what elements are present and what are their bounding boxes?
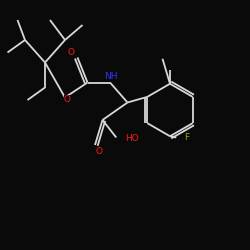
Text: HO: HO — [125, 134, 139, 143]
Text: F: F — [184, 133, 189, 142]
Text: O: O — [64, 96, 71, 104]
Text: NH: NH — [104, 72, 118, 81]
Text: O: O — [95, 147, 102, 156]
Text: O: O — [68, 48, 75, 57]
